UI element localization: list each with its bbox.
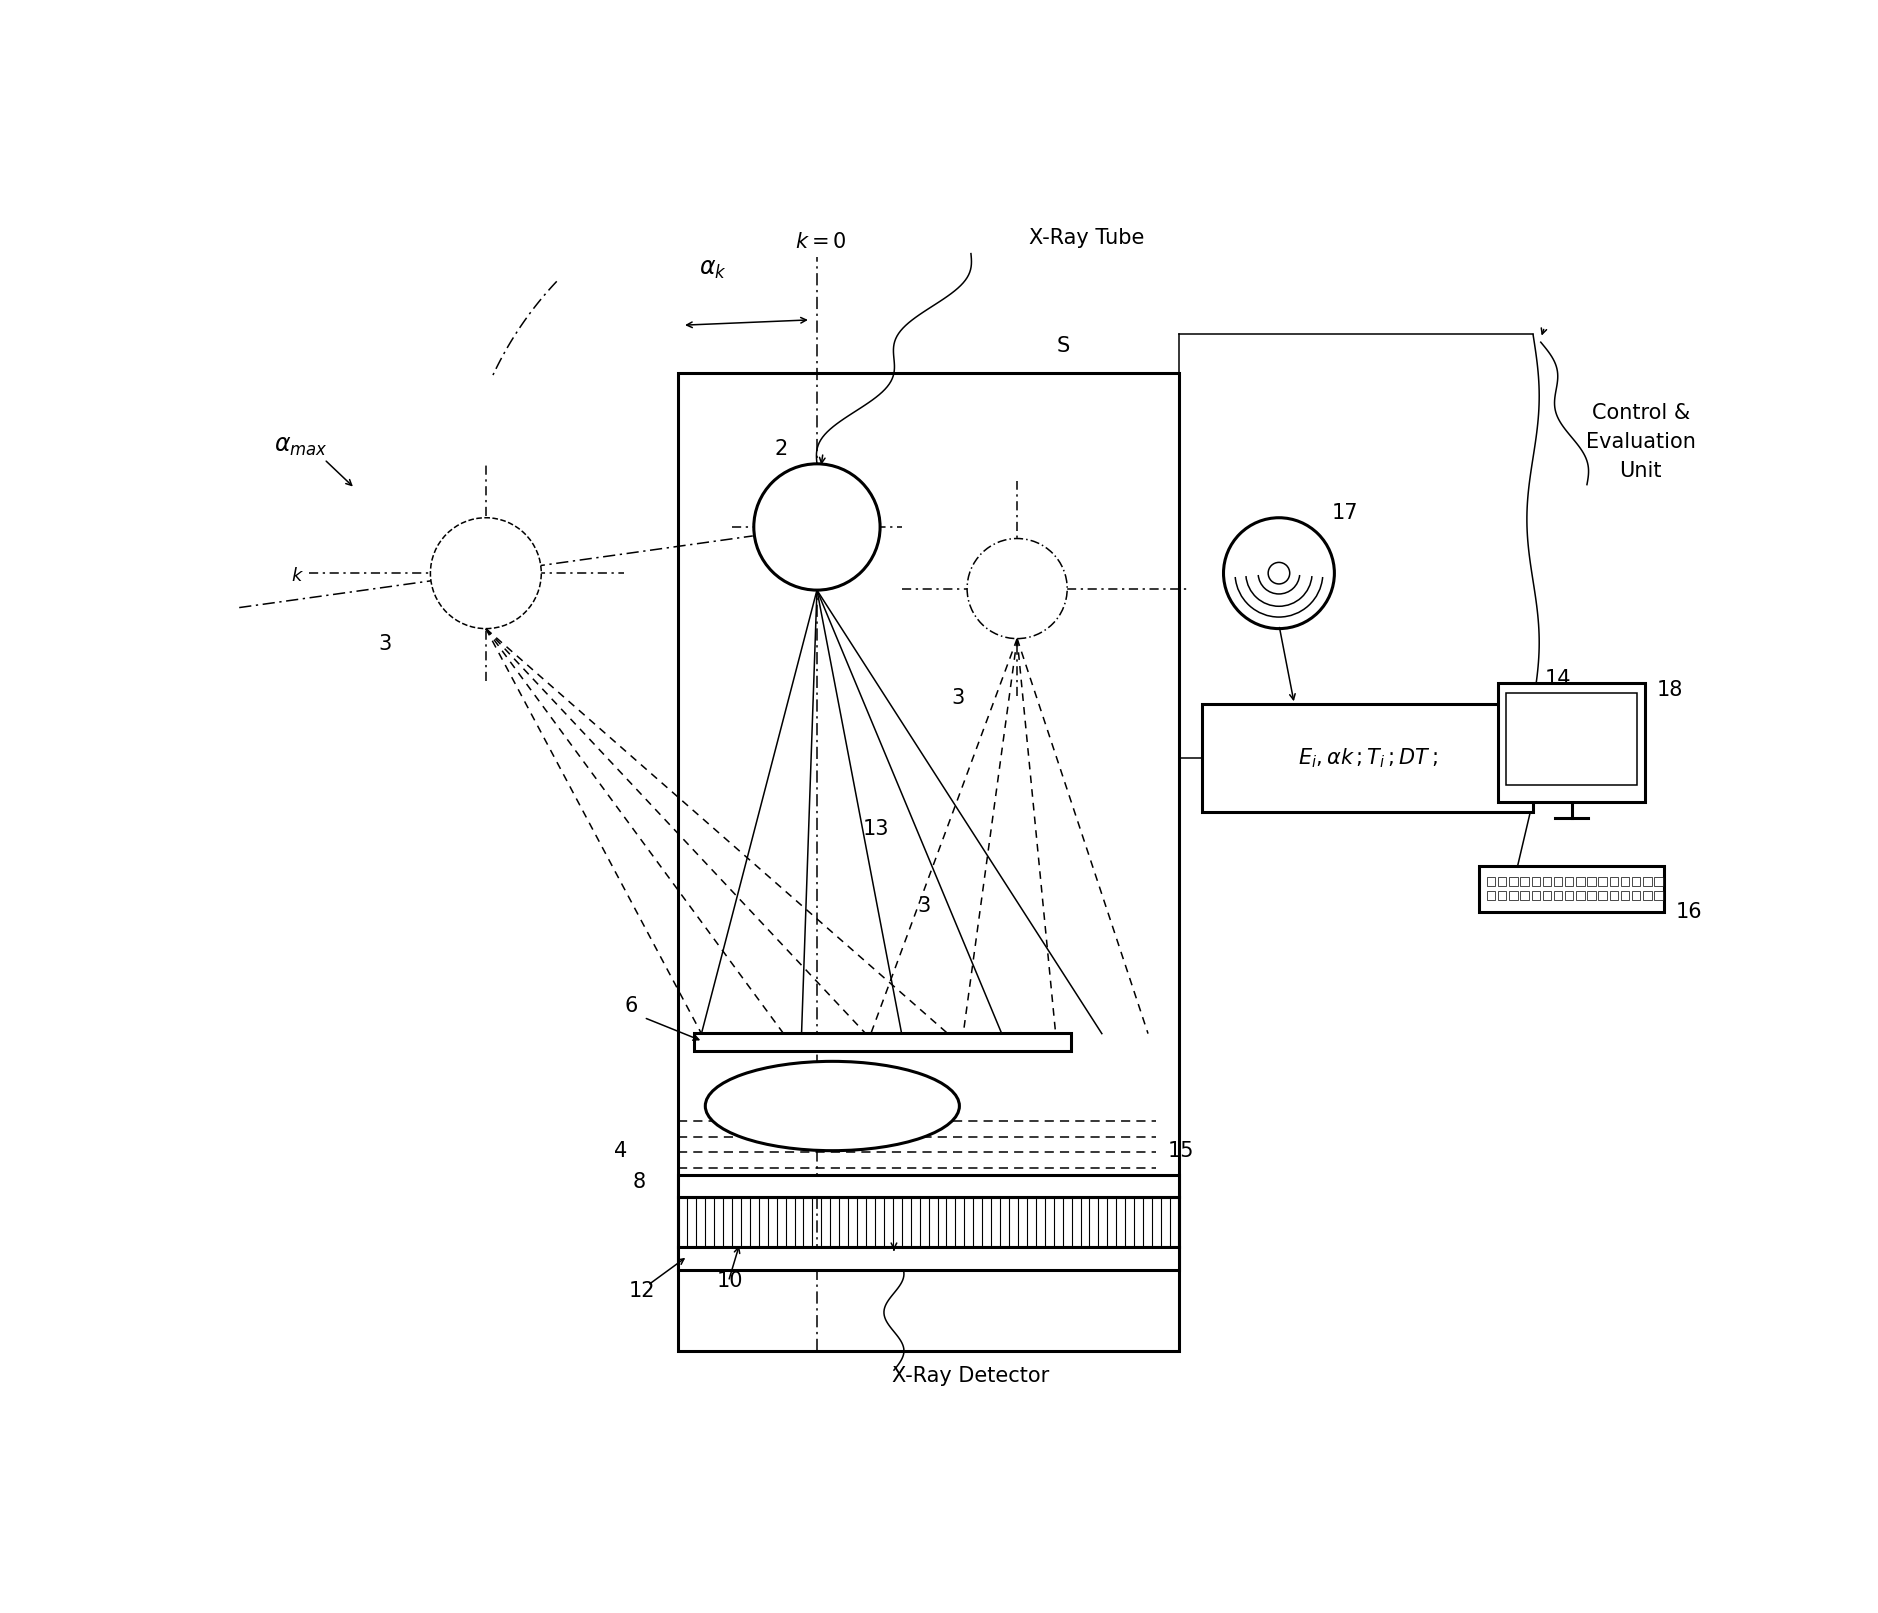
Text: 4: 4 bbox=[614, 1140, 627, 1161]
Bar bbox=[678, 1176, 1179, 1197]
Circle shape bbox=[1223, 518, 1335, 629]
Bar bbox=[1499, 682, 1645, 802]
Text: $k=0$: $k=0$ bbox=[794, 232, 847, 252]
Bar bbox=[1587, 876, 1596, 886]
Text: $\alpha_{max}$: $\alpha_{max}$ bbox=[274, 434, 329, 458]
Text: X-Ray Tube: X-Ray Tube bbox=[1029, 227, 1144, 248]
Bar bbox=[1564, 890, 1574, 900]
Text: 2: 2 bbox=[774, 439, 789, 458]
Bar bbox=[1643, 876, 1651, 886]
Bar bbox=[1506, 694, 1638, 786]
Bar bbox=[1632, 890, 1641, 900]
Bar bbox=[1643, 890, 1651, 900]
Text: 12: 12 bbox=[629, 1281, 655, 1302]
Bar bbox=[1553, 890, 1562, 900]
Bar bbox=[1655, 890, 1662, 900]
Bar bbox=[1576, 876, 1585, 886]
Bar bbox=[1521, 890, 1529, 900]
Bar bbox=[1553, 876, 1562, 886]
Text: 3: 3 bbox=[952, 689, 965, 708]
Bar bbox=[1542, 890, 1551, 900]
Circle shape bbox=[753, 465, 881, 590]
Bar bbox=[1655, 876, 1662, 886]
Text: 18: 18 bbox=[1656, 681, 1683, 700]
Bar bbox=[1521, 876, 1529, 886]
Bar bbox=[1480, 866, 1664, 911]
Bar bbox=[678, 373, 1179, 1350]
Text: 14: 14 bbox=[1544, 669, 1572, 689]
Bar bbox=[1587, 890, 1596, 900]
Bar bbox=[1598, 876, 1608, 886]
Bar bbox=[678, 1247, 1179, 1269]
Bar bbox=[1510, 876, 1517, 886]
Text: 15: 15 bbox=[1168, 1140, 1194, 1161]
Circle shape bbox=[430, 518, 541, 629]
Bar bbox=[1499, 890, 1506, 900]
Bar bbox=[1510, 890, 1517, 900]
Text: 16: 16 bbox=[1675, 902, 1701, 923]
Circle shape bbox=[967, 539, 1067, 639]
Text: $\alpha_k$: $\alpha_k$ bbox=[699, 256, 727, 281]
Bar bbox=[1621, 876, 1630, 886]
Bar bbox=[1609, 876, 1619, 886]
Ellipse shape bbox=[706, 1061, 960, 1150]
Text: 3: 3 bbox=[916, 895, 930, 916]
Text: $E_i, \alpha k\,; T_i\,; DT\,;$: $E_i, \alpha k\,; T_i\,; DT\,;$ bbox=[1298, 747, 1437, 769]
Bar bbox=[1564, 876, 1574, 886]
Bar bbox=[1598, 890, 1608, 900]
Text: Control &
Evaluation
Unit: Control & Evaluation Unit bbox=[1585, 403, 1696, 481]
Bar bbox=[1542, 876, 1551, 886]
Bar bbox=[1202, 703, 1532, 811]
Bar bbox=[1531, 876, 1540, 886]
Bar bbox=[678, 1197, 1179, 1247]
Bar bbox=[1632, 876, 1641, 886]
Bar bbox=[1487, 876, 1495, 886]
Text: 6: 6 bbox=[625, 997, 639, 1016]
Circle shape bbox=[1268, 563, 1290, 584]
Bar bbox=[1531, 890, 1540, 900]
Bar bbox=[1576, 890, 1585, 900]
Bar bbox=[1609, 890, 1619, 900]
Text: k: k bbox=[291, 568, 302, 586]
Text: X-Ray Detector: X-Ray Detector bbox=[892, 1366, 1050, 1386]
Bar bbox=[1499, 876, 1506, 886]
Bar bbox=[1621, 890, 1630, 900]
Text: 10: 10 bbox=[717, 1271, 744, 1290]
Text: 17: 17 bbox=[1332, 503, 1358, 523]
Text: S: S bbox=[1057, 336, 1070, 356]
Text: 8: 8 bbox=[633, 1171, 646, 1192]
Text: 3: 3 bbox=[377, 634, 391, 655]
Text: 13: 13 bbox=[864, 819, 890, 839]
Bar bbox=[693, 1032, 1070, 1050]
Bar bbox=[1487, 890, 1495, 900]
